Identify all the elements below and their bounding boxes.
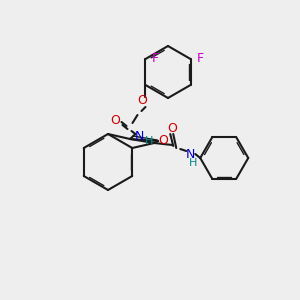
Text: O: O (158, 134, 168, 148)
Text: O: O (137, 94, 147, 107)
Text: F: F (152, 52, 159, 65)
Text: N: N (186, 148, 195, 160)
Text: N: N (135, 130, 144, 143)
Text: H: H (189, 158, 197, 168)
Text: O: O (110, 115, 120, 128)
Text: O: O (167, 122, 177, 134)
Text: H: H (145, 136, 154, 146)
Text: F: F (197, 52, 204, 65)
